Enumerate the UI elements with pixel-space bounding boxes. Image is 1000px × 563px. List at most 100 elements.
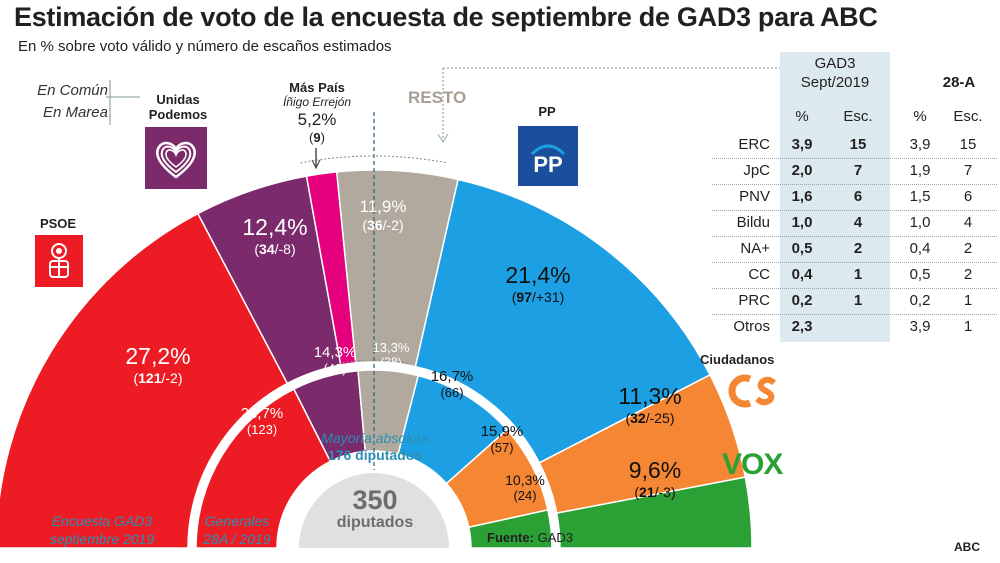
pp-logo: PP	[518, 126, 578, 186]
label-vox-outer: 9,6% (21/-3)	[610, 457, 700, 500]
pct-cs-inner: 15,9%	[480, 423, 524, 440]
inner-ring	[195, 369, 553, 549]
pct-vox-outer: 9,6%	[628, 457, 682, 483]
mas-pais-line2: Íñigo Errejón	[282, 95, 352, 109]
guide-lines	[106, 67, 780, 470]
table-row: PRC 0,2 1 0,2 1	[712, 288, 997, 314]
ciudadanos-logo	[724, 371, 784, 411]
mas-pais-seats: (9)	[309, 130, 325, 145]
psoe-logo	[35, 235, 83, 287]
brand: ABC	[954, 540, 980, 554]
arc-vox	[467, 509, 553, 549]
outer-ring	[0, 169, 753, 549]
pct-podemos-inner: 14,3%	[313, 344, 357, 361]
table-highlight-column	[780, 52, 890, 342]
pct-podemos-outer: 12,4%	[242, 214, 308, 240]
arc-psoe	[0, 212, 289, 549]
mas-pais-pct: 5,2%	[297, 110, 337, 129]
row-esc: 7	[853, 162, 863, 179]
row-esc-28a: 4	[963, 214, 973, 231]
mas-pais-line1: Más País	[289, 80, 345, 95]
arc-vox	[555, 476, 753, 549]
en-comun-label: En Común En Marea	[18, 80, 108, 124]
row-label: Bildu	[736, 214, 770, 231]
table-row: CC 0,4 1 0,5 2	[712, 262, 997, 288]
row-pct-28a: 1,0	[909, 214, 931, 231]
vox-label: VOX	[722, 448, 783, 481]
table-divider	[712, 236, 997, 237]
row-label: PNV	[739, 188, 770, 205]
row-pct: 2,0	[791, 162, 813, 179]
pp-logo-text: PP	[533, 152, 562, 177]
pp-logo-icon: PP	[530, 144, 566, 177]
pct-resto-inner: 13,3%	[372, 340, 410, 355]
row-pct-28a: 0,5	[909, 266, 931, 283]
row-esc: 2	[853, 240, 863, 257]
seats-resto-outer: (36/-2)	[362, 217, 404, 233]
row-pct: 2,3	[791, 318, 813, 335]
table-divider	[712, 314, 997, 315]
table-header-gad3: GAD3 Sept/2019	[780, 54, 890, 92]
row-pct: 3,9	[791, 136, 813, 153]
inner-resto-dotted-arc	[338, 359, 410, 364]
mas-pais-arrowhead	[311, 159, 321, 170]
pp-label: PP	[538, 104, 556, 119]
row-pct-28a: 0,2	[909, 292, 931, 309]
table-divider	[712, 158, 997, 159]
table-divider	[712, 210, 997, 211]
ciudadanos-label: Ciudadanos	[700, 352, 775, 367]
resto-arrowhead	[437, 133, 449, 143]
row-esc: 1	[853, 266, 863, 283]
psoe-label: PSOE	[39, 216, 77, 231]
pct-cs-outer: 11,3%	[618, 383, 682, 409]
majority-line2: 176 diputados	[327, 447, 423, 463]
pct-psoe-outer: 27,2%	[125, 343, 191, 369]
label-podemos-outer: 12,4% (34/-8)	[225, 214, 325, 257]
rose-fist-icon	[49, 243, 69, 278]
table-row: Bildu 1,0 4 1,0 4	[712, 210, 997, 236]
table-row: PNV 1,6 6 1,5 6	[712, 184, 997, 210]
col-pct-header: %	[795, 108, 809, 125]
label-psoe-outer: 27,2% (121/-2)	[98, 343, 218, 386]
seats-cs-inner: (57)	[490, 440, 514, 455]
table-row: ERC 3,9 15 3,9 15	[712, 132, 997, 158]
row-esc-28a: 1	[963, 318, 973, 335]
source-label: Fuente:	[487, 530, 534, 545]
table-row: Otros 2,3 3,9 1	[712, 314, 997, 340]
source: Fuente: GAD3	[487, 530, 573, 545]
unidas-podemos-label: Unidas Podemos	[142, 92, 214, 122]
row-label: CC	[748, 266, 770, 283]
inner-ring-caption: Generales 28A / 2019	[192, 512, 282, 548]
row-label: JpC	[743, 162, 770, 179]
row-pct-28a: 0,4	[909, 240, 931, 257]
row-pct-28a: 3,9	[909, 136, 931, 153]
row-esc: 15	[849, 136, 867, 153]
row-esc: 6	[853, 188, 863, 205]
col-esc28a-header: Esc.	[953, 108, 983, 125]
table-divider	[712, 184, 997, 185]
seats-pp-outer: (97/+31)	[511, 289, 565, 305]
row-label: ERC	[738, 136, 770, 153]
majority-label: Mayoría absoluta 176 diputados	[290, 430, 460, 464]
row-pct: 0,5	[791, 240, 813, 257]
col-esc-header: Esc.	[843, 108, 873, 125]
col-pct28a-header: %	[913, 108, 927, 125]
outer-caption-line2: septiembre 2019	[49, 531, 155, 547]
table-header-28a: 28-A	[942, 74, 976, 91]
row-pct: 1,0	[791, 214, 813, 231]
row-label: Otros	[733, 318, 770, 335]
pct-psoe-inner: 28,7%	[240, 405, 284, 422]
seats-pp-inner: (66)	[440, 385, 464, 400]
table-divider	[712, 288, 997, 289]
row-pct: 1,6	[791, 188, 813, 205]
label-psoe-inner: 28,7% (123)	[222, 405, 302, 437]
label-resto-outer: 11,9% (36/-2)	[343, 197, 423, 233]
label-vox-inner: 10,3% (24)	[490, 472, 560, 503]
pct-resto-outer: 11,9%	[359, 197, 407, 216]
row-esc: 4	[853, 214, 863, 231]
pct-pp-outer: 21,4%	[505, 262, 571, 288]
row-esc-28a: 15	[959, 136, 977, 153]
row-pct: 0,4	[791, 266, 813, 283]
outer-ring-caption: Encuesta GAD3 septiembre 2019	[27, 512, 177, 548]
row-esc-28a: 6	[963, 188, 973, 205]
